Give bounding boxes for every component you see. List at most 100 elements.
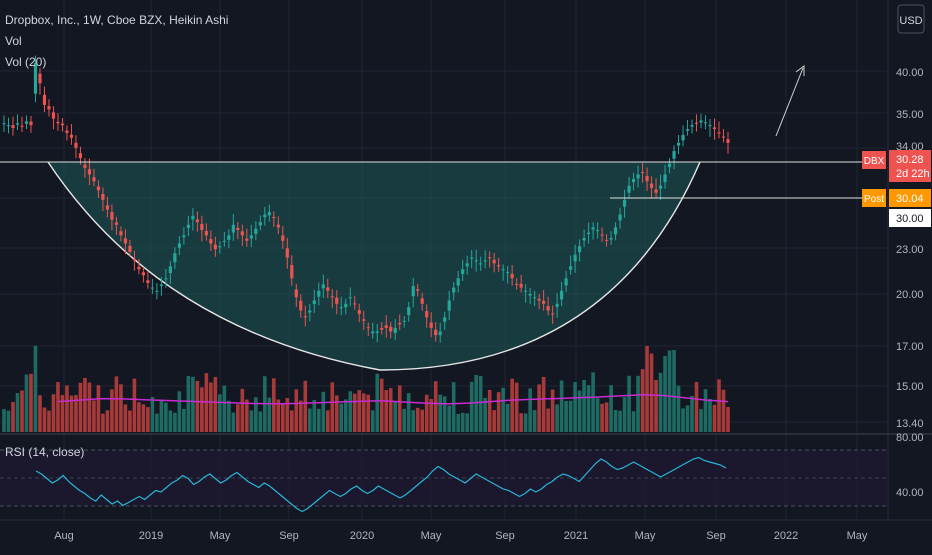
- candle-body: [222, 240, 226, 242]
- candle-body: [146, 280, 150, 283]
- candle-body: [510, 273, 514, 279]
- candle-body: [618, 214, 622, 221]
- cup-fill: [48, 162, 700, 370]
- volume-bar: [411, 410, 416, 432]
- candle-body: [443, 317, 447, 322]
- candle-body: [586, 232, 591, 235]
- volume-bar: [613, 410, 618, 432]
- dbx-countdown: 2d 22h: [896, 168, 930, 180]
- volume-bar: [29, 373, 33, 432]
- candle-body: [654, 189, 658, 193]
- candle-body: [164, 278, 168, 280]
- volume-bar: [388, 388, 393, 432]
- volume-bar: [496, 392, 501, 432]
- volume-bar: [667, 350, 672, 432]
- candle-body: [483, 260, 487, 262]
- candle-body: [173, 253, 177, 263]
- candle-body: [362, 319, 366, 321]
- volume-bar: [195, 380, 200, 432]
- breakout-arrow: [775, 65, 805, 137]
- candle-body: [272, 216, 276, 218]
- candle-body: [128, 245, 132, 252]
- candle-body: [51, 112, 56, 119]
- volume-bar: [447, 405, 451, 432]
- volume-bar: [245, 399, 249, 432]
- candle-body: [87, 169, 92, 175]
- volume-bar: [298, 400, 303, 432]
- time-tick: 2022: [774, 530, 798, 542]
- volume-bar: [438, 394, 442, 432]
- candle-body: [353, 303, 357, 305]
- volume-bar: [474, 374, 478, 432]
- candle-body: [299, 300, 303, 311]
- candle-body: [407, 307, 411, 316]
- candle-body: [159, 284, 163, 287]
- volume-bar: [60, 395, 65, 432]
- candle-body: [312, 300, 316, 305]
- time-tick: 2021: [564, 530, 588, 542]
- candle-body: [474, 260, 478, 262]
- volume-bar: [146, 407, 150, 432]
- candle-body: [506, 272, 510, 274]
- volume-bar: [604, 402, 609, 432]
- plain-price-tag: 30.00: [889, 209, 931, 227]
- volume-bar: [357, 390, 362, 432]
- volume-bar: [56, 382, 60, 432]
- candle-body: [254, 228, 258, 234]
- volume-bar: [505, 403, 510, 432]
- candle-body: [182, 235, 186, 238]
- volume-bar: [379, 378, 384, 432]
- volume-bar: [384, 390, 389, 432]
- candle-body: [38, 73, 42, 84]
- candle-body: [551, 313, 555, 315]
- candles: [2, 55, 730, 343]
- volume-bar: [478, 375, 483, 432]
- candle-body: [694, 122, 699, 124]
- volume-bar: [222, 385, 227, 432]
- volume-bar: [555, 404, 559, 432]
- candle-body: [74, 142, 78, 148]
- volume-bar: [577, 390, 582, 432]
- candle-body: [92, 177, 96, 182]
- volume-bar: [321, 391, 326, 432]
- candle-body: [708, 125, 712, 127]
- candle-body: [685, 129, 690, 131]
- volume-bar: [591, 372, 595, 432]
- volume-bar: [456, 413, 460, 432]
- candle-body: [384, 325, 388, 328]
- volume-bar: [645, 345, 649, 432]
- candle-body: [479, 263, 483, 265]
- candle-body: [371, 331, 375, 334]
- volume-bar: [307, 408, 312, 432]
- time-axis: Aug 2019 May Sep 2020 May Sep 2021 May S…: [54, 530, 868, 542]
- volume-bar: [141, 404, 146, 432]
- candle-body: [267, 212, 271, 216]
- volume-bar: [236, 404, 240, 432]
- volume-bar: [155, 413, 159, 432]
- time-tick: 2020: [350, 530, 374, 542]
- rsi-tick: 80.00: [896, 432, 924, 444]
- volume-bar: [393, 401, 398, 432]
- volume-bar: [595, 398, 600, 432]
- rsi-line: [35, 456, 727, 513]
- candle-body: [420, 298, 424, 304]
- volume-bar: [510, 378, 514, 432]
- candle-body: [119, 231, 123, 236]
- candle-body: [69, 134, 74, 138]
- plain-price: 30.00: [896, 213, 924, 225]
- volume-bar: [231, 412, 236, 432]
- volume-bar: [559, 380, 564, 432]
- volume-bar: [627, 375, 631, 432]
- candle-body: [240, 231, 244, 236]
- price-tick: 40.00: [896, 67, 924, 79]
- candle-body: [33, 63, 38, 94]
- volume-bar: [654, 379, 658, 432]
- candle-body: [613, 227, 618, 235]
- currency-selector[interactable]: USD: [897, 4, 925, 34]
- volume-bar: [132, 378, 137, 432]
- volume-bar: [600, 403, 604, 432]
- candle-body: [524, 290, 528, 292]
- volume-bar: [406, 393, 411, 432]
- candle-body: [645, 175, 649, 182]
